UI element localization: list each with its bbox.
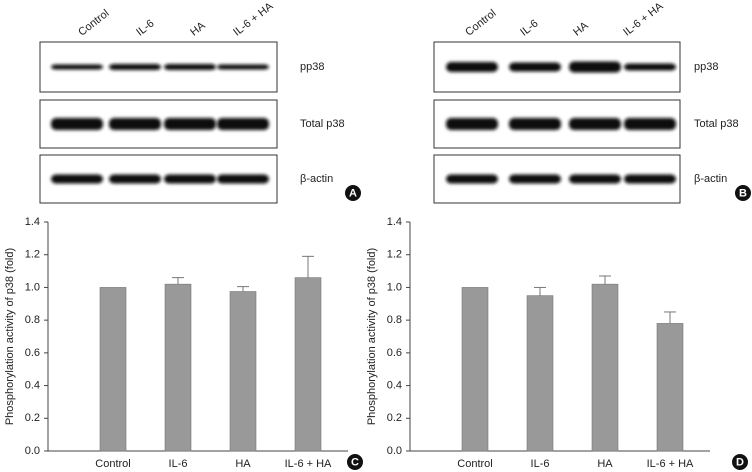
y-tick-label: 0.0 — [25, 445, 40, 457]
y-tick-label: 0.8 — [25, 314, 40, 326]
y-tick-label: 0.4 — [387, 379, 402, 391]
blot-band — [569, 118, 621, 130]
x-tick-label: HA — [597, 458, 613, 470]
lane-label: Control — [76, 7, 111, 38]
y-axis-label: Phosphorylation activity of p38 (fold) — [366, 248, 378, 425]
y-tick-label: 0.6 — [387, 347, 402, 359]
panel-badge — [732, 454, 748, 470]
x-tick-label: HA — [235, 458, 251, 470]
bar — [656, 323, 684, 452]
panel-badge — [345, 185, 361, 201]
panel-letter: D — [736, 456, 744, 468]
y-tick-label: 0.8 — [387, 314, 402, 326]
y-tick-label: 1.0 — [387, 281, 402, 293]
blot-band — [51, 118, 103, 130]
blot-band — [217, 174, 269, 184]
y-tick-label: 1.4 — [25, 216, 40, 228]
y-tick-label: 0.6 — [25, 347, 40, 359]
row-label: β-actin — [300, 173, 333, 185]
lane-label: HA — [188, 19, 208, 38]
blot-band — [109, 174, 161, 184]
y-tick-label: 1.2 — [387, 249, 402, 261]
bar — [526, 295, 554, 452]
blot-band — [569, 174, 621, 184]
row-label: β-actin — [694, 173, 727, 185]
y-tick-label: 1.2 — [25, 249, 40, 261]
blot-band — [509, 62, 561, 72]
lane-label: IL-6 — [518, 18, 540, 39]
blot-band — [509, 174, 561, 184]
x-tick-label: Control — [457, 458, 492, 470]
blot-band — [164, 64, 216, 70]
lane-label: IL-6 — [134, 18, 156, 39]
bar — [461, 287, 489, 452]
bar — [99, 287, 127, 452]
y-tick-label: 1.0 — [25, 281, 40, 293]
y-tick-label: 0.2 — [25, 412, 40, 424]
blot-band — [164, 174, 216, 184]
x-tick-label: IL-6 — [169, 458, 188, 470]
x-tick-label: IL-6 — [531, 458, 550, 470]
lane-label: HA — [571, 19, 591, 38]
blot-band — [509, 118, 561, 130]
blot-band — [569, 61, 621, 73]
y-tick-label: 0.4 — [25, 379, 40, 391]
blot-band — [217, 118, 269, 130]
blot-band — [109, 118, 161, 130]
y-tick-label: 1.4 — [387, 216, 402, 228]
panel-letter: B — [739, 187, 747, 199]
bar — [229, 291, 257, 452]
panel-badge — [347, 454, 363, 470]
bar — [591, 283, 619, 452]
x-tick-label: IL-6 + HA — [285, 458, 332, 470]
panel-letter: C — [351, 456, 359, 468]
blot-band — [624, 174, 676, 184]
blot-band — [51, 174, 103, 184]
bar — [164, 283, 192, 452]
y-axis-label: Phosphorylation activity of p38 (fold) — [4, 248, 16, 425]
blot-band — [164, 118, 216, 130]
blot-band — [109, 64, 161, 70]
lane-label: Control — [463, 7, 498, 38]
blot-band — [51, 64, 103, 70]
lane-label: IL-6 + HA — [621, 0, 666, 39]
blot-band — [217, 64, 269, 70]
bar — [294, 277, 322, 452]
row-label: pp38 — [694, 61, 718, 73]
panel-letter: A — [349, 187, 357, 199]
blot-band — [446, 62, 498, 72]
x-tick-label: Control — [95, 458, 130, 470]
y-tick-label: 0.0 — [387, 445, 402, 457]
blot-band — [446, 174, 498, 184]
blot-band — [624, 118, 676, 130]
lane-label: IL-6 + HA — [231, 0, 276, 39]
x-tick-label: IL-6 + HA — [647, 458, 694, 470]
y-tick-label: 0.2 — [387, 412, 402, 424]
blot-band — [624, 63, 676, 71]
row-label: pp38 — [300, 61, 324, 73]
blot-band — [446, 118, 498, 130]
panel-badge — [735, 185, 751, 201]
row-label: Total p38 — [300, 118, 345, 130]
row-label: Total p38 — [694, 118, 739, 130]
